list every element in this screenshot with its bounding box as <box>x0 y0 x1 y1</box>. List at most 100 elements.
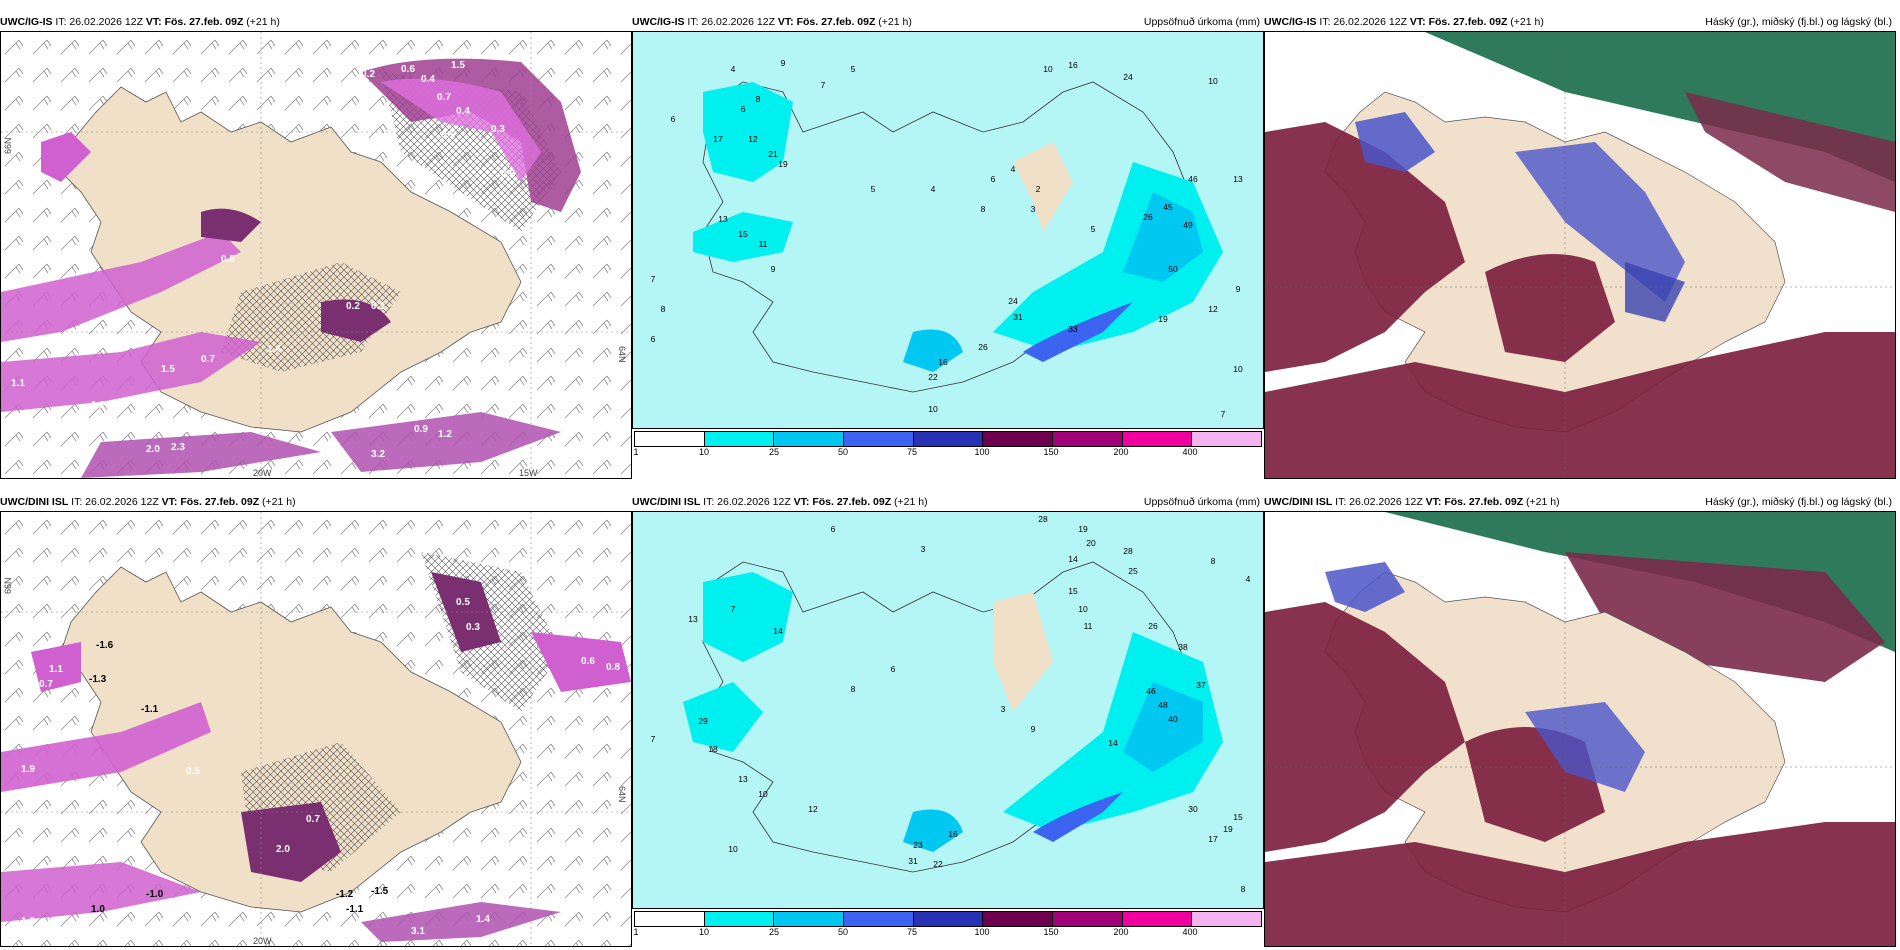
model-name: UWC/IG-IS <box>1264 16 1317 28</box>
high-cloud <box>1385 512 1895 652</box>
panel-title: UWC/IG-IS IT: 26.02.2026 12Z VT: Fös. 27… <box>1264 14 1544 30</box>
vv-label: 3.2 <box>371 449 385 460</box>
precip-value: 10 <box>1233 364 1243 374</box>
precip-map: 6 3 28 19 20 28 4 14 8 13 25 14 7 15 10 … <box>633 512 1263 908</box>
colorbar-tick: 1 <box>633 927 639 937</box>
precip-value: 21 <box>768 149 778 159</box>
precip-value: 5 <box>1091 224 1096 234</box>
high-cloud <box>1565 552 1885 682</box>
high-cloud <box>1425 32 1895 182</box>
low-cloud <box>1265 122 1465 372</box>
lead-time: (+21 h) <box>894 496 928 508</box>
vv-label: 0.5 <box>186 766 200 777</box>
vv-label: 2.0 <box>146 444 160 455</box>
low-cloud <box>1265 332 1895 478</box>
panel-clouds-dini: UWC/DINI ISL IT: 26.02.2026 12Z VT: Fös.… <box>1264 494 1896 947</box>
precip-area <box>1013 142 1073 232</box>
precip-value: 14 <box>773 626 783 636</box>
colorbar-bin <box>774 432 845 446</box>
vv-label: -1.3 <box>89 674 107 685</box>
vv-label: 1.0 <box>91 904 105 915</box>
panel-title: UWC/IG-IS IT: 26.02.2026 12Z VT: Fös. 27… <box>0 14 280 30</box>
colorbar-tick: 200 <box>1113 447 1129 457</box>
precip-value: 4 <box>1011 164 1016 174</box>
precip-value: 9 <box>781 58 786 68</box>
precip-value: 8 <box>1241 884 1246 894</box>
low-cloud <box>1485 254 1615 362</box>
precip-area <box>1123 192 1203 282</box>
vv-label: 0.5 <box>501 169 515 180</box>
vv-label: 0.3 <box>466 622 480 633</box>
vv-band <box>201 208 261 242</box>
valid-time-label: VT: <box>793 496 810 508</box>
colorbar-bin <box>1192 432 1262 446</box>
precip-value: 9 <box>1236 284 1241 294</box>
colorbar-tick: 150 <box>1043 447 1059 457</box>
precip-value: 7 <box>821 80 826 90</box>
precip-value: 11 <box>759 239 768 249</box>
precip-value: 8 <box>981 204 986 214</box>
precip-value: 15 <box>738 229 748 239</box>
vv-band <box>531 632 631 692</box>
vv-label: 0.6 <box>581 656 595 667</box>
precip-value: 28 <box>1038 514 1048 524</box>
valid-time-label: VT: <box>161 496 178 508</box>
panel-precip-dini: UWC/DINI ISL IT: 26.02.2026 12Z VT: Fös.… <box>632 494 1264 944</box>
vv-label: 1.1 <box>11 838 25 849</box>
iceland-land <box>60 566 522 913</box>
vv-band <box>361 902 561 942</box>
colorbar-tick: 75 <box>906 927 918 937</box>
lon-label: 15W <box>519 468 538 478</box>
valid-time-label: VT: <box>1409 16 1426 28</box>
vv-label: 3.1 <box>411 926 425 937</box>
colorbar-bin <box>704 912 775 926</box>
init-time: IT: 26.02.2026 12Z <box>71 496 159 508</box>
colorbar-tick: 10 <box>698 927 710 937</box>
precip-area <box>993 592 1053 712</box>
cloud-map <box>1265 32 1895 478</box>
vv-band <box>321 299 391 342</box>
vv-label: 0.7 <box>39 679 53 690</box>
valid-time: Fös. 27.feb. 09Z <box>1444 496 1524 508</box>
precip-value: 26 <box>1148 621 1158 631</box>
vv-label: 1.0 <box>61 786 75 797</box>
colorbar-bin <box>635 912 705 926</box>
valid-time: Fös. 27.feb. 09Z <box>1428 16 1508 28</box>
precip-value: 22 <box>928 372 938 382</box>
precip-value: 6 <box>671 114 676 124</box>
valid-time-label: VT: <box>777 16 794 28</box>
panel-title: UWC/DINI ISL IT: 26.02.2026 12Z VT: Fös.… <box>632 494 928 510</box>
map-frame: 0.2 0.6 0.4 1.5 0.7 0.4 1.1 1.3 0.5 0.3 … <box>0 31 632 479</box>
precip-value: 48 <box>1158 700 1168 710</box>
init-time: IT: 26.02.2026 12Z <box>1335 496 1423 508</box>
vv-label: 0.5 <box>441 130 455 141</box>
vv-band <box>241 802 341 882</box>
panel-title: UWC/DINI ISL IT: 26.02.2026 12Z VT: Fös.… <box>0 494 296 510</box>
colorbar-bin <box>1192 912 1262 926</box>
valid-time-label: VT: <box>1425 496 1442 508</box>
precip-value: 15 <box>1233 812 1243 822</box>
colorbar-tick: 1 <box>633 447 639 457</box>
precip-value: 12 <box>748 134 758 144</box>
precip-value: 17 <box>713 134 723 144</box>
vv-label: 1.1 <box>11 378 25 389</box>
colorbar-tick: 10 <box>698 447 710 457</box>
hatched-area <box>221 262 401 372</box>
colorbar-bin <box>913 912 984 926</box>
precip-area <box>1023 302 1133 362</box>
colorbar-tick: 25 <box>768 447 780 457</box>
precip-value: 10 <box>1208 76 1218 86</box>
precip-value: 37 <box>1196 680 1206 690</box>
precip-value: 46 <box>1188 174 1198 184</box>
colorbar-tick: 75 <box>906 447 918 457</box>
vv-label: -1.2 <box>336 889 354 900</box>
model-name: UWC/IG-IS <box>632 16 685 28</box>
colorbar-bin <box>1122 912 1193 926</box>
vv-label: 0.7 <box>437 92 451 103</box>
colorbar-tick: 400 <box>1182 447 1198 457</box>
vv-label: 0.7 <box>606 169 620 180</box>
colorbar-bin <box>983 912 1054 926</box>
panel-subtitle: Háský (gr.), miðský (fj.bl.) og lágský (… <box>1705 496 1892 508</box>
valid-time-label: VT: <box>145 16 162 28</box>
mid-cloud <box>1525 702 1645 792</box>
